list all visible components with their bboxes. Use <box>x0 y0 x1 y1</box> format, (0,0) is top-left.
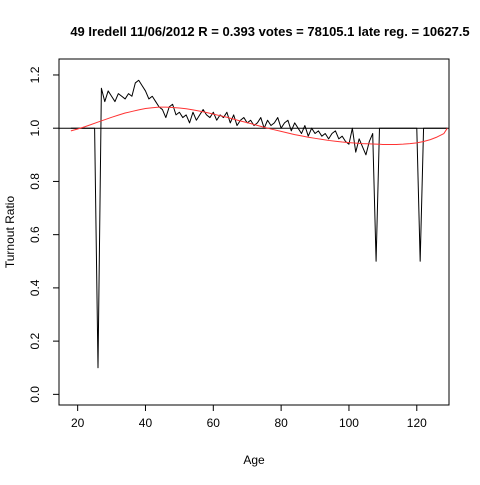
x-tick-label: 80 <box>274 416 288 430</box>
y-axis-label: Turnout Ratio <box>3 196 17 269</box>
y-tick-label: 1.0 <box>28 120 42 137</box>
y-tick-label: 0.6 <box>28 226 42 243</box>
x-tick-label: 100 <box>339 416 359 430</box>
y-tick-label: 0.8 <box>28 173 42 190</box>
x-axis-label: Age <box>243 453 265 467</box>
y-tick-label: 0.0 <box>28 386 42 403</box>
x-tick-label: 20 <box>71 416 85 430</box>
y-tick-label: 0.2 <box>28 332 42 349</box>
x-tick-label: 120 <box>407 416 427 430</box>
y-tick-label: 1.2 <box>28 66 42 83</box>
series-line-turnout <box>70 79 448 369</box>
series-line-smooth-fit <box>70 106 448 145</box>
x-tick-label: 60 <box>207 416 221 430</box>
plot-frame <box>58 58 450 406</box>
chart-title: 49 Iredell 11/06/2012 R = 0.393 votes = … <box>70 24 469 39</box>
plot-layer: 20 40 60 80 100 120 0.0 0.2 0.4 0.6 0.8 1.0 1.2 <box>28 66 449 430</box>
x-tick-label: 40 <box>139 416 153 430</box>
y-tick-label: 0.4 <box>28 279 42 296</box>
